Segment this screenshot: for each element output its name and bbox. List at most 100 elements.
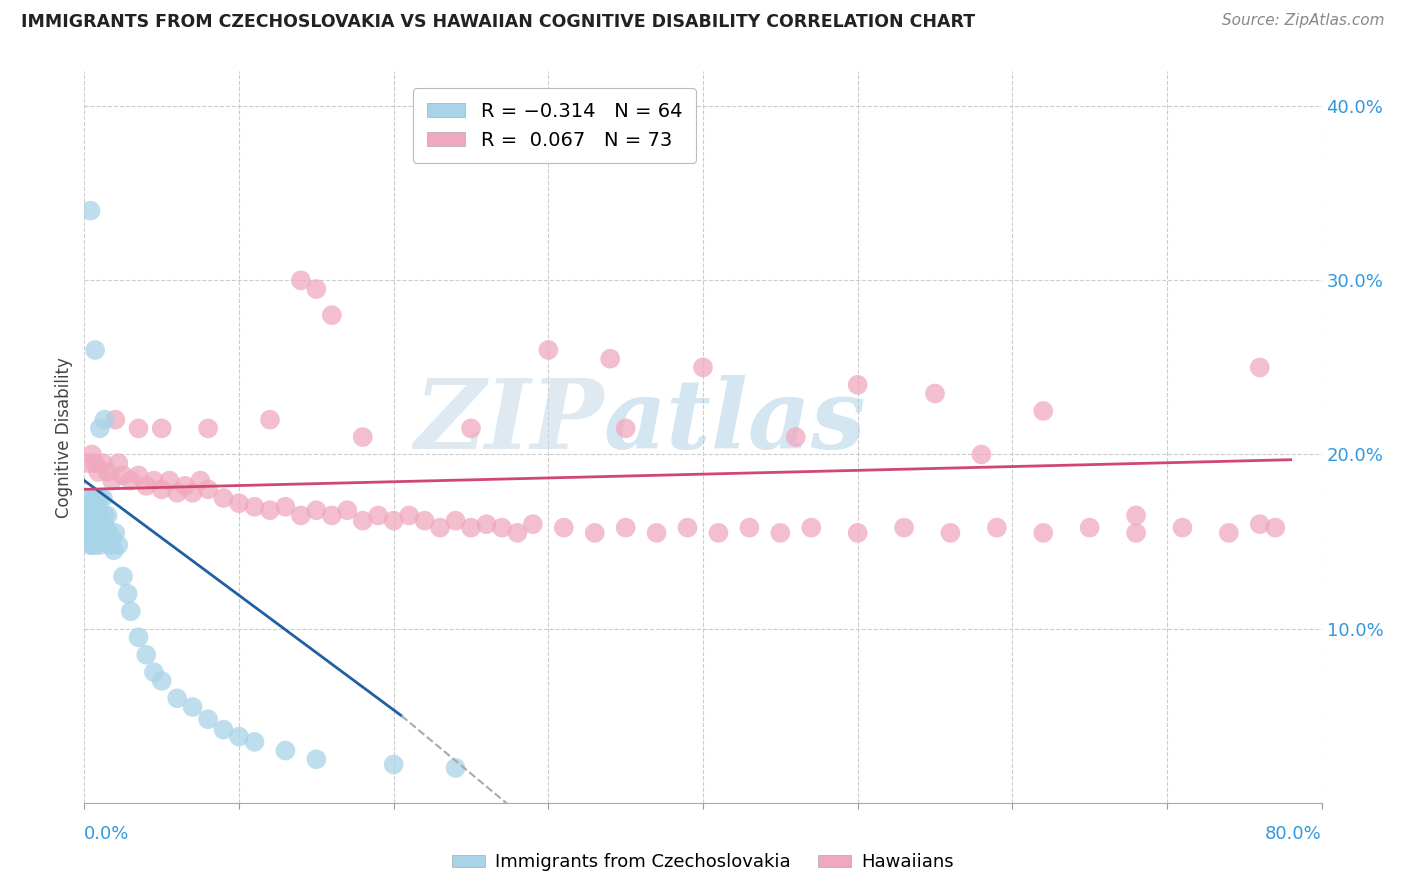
Point xyxy=(444,514,467,528)
Point xyxy=(537,343,560,357)
Point xyxy=(135,648,157,662)
Point xyxy=(846,377,869,392)
Point xyxy=(228,730,250,744)
Point xyxy=(77,508,100,523)
Point xyxy=(76,508,98,523)
Point xyxy=(429,521,451,535)
Point xyxy=(83,496,105,510)
Point xyxy=(243,500,266,514)
Text: 80.0%: 80.0% xyxy=(1265,825,1322,843)
Point xyxy=(101,474,124,488)
Point xyxy=(460,421,482,435)
Point xyxy=(77,456,100,470)
Point xyxy=(107,456,129,470)
Point xyxy=(583,525,606,540)
Point xyxy=(75,500,97,514)
Point xyxy=(89,421,111,435)
Point xyxy=(96,508,118,523)
Point xyxy=(89,517,111,532)
Point xyxy=(1218,525,1240,540)
Point xyxy=(522,517,544,532)
Point xyxy=(79,525,101,540)
Point xyxy=(212,491,235,505)
Point xyxy=(986,521,1008,535)
Point xyxy=(127,468,149,483)
Point xyxy=(91,491,114,505)
Point xyxy=(79,538,101,552)
Point xyxy=(112,468,135,483)
Point xyxy=(305,282,328,296)
Point xyxy=(212,723,235,737)
Point xyxy=(90,525,112,540)
Y-axis label: Cognitive Disability: Cognitive Disability xyxy=(55,357,73,517)
Point xyxy=(86,508,108,523)
Point xyxy=(367,508,389,523)
Point xyxy=(174,479,197,493)
Point xyxy=(93,412,115,426)
Point xyxy=(181,700,204,714)
Point xyxy=(321,308,343,322)
Point xyxy=(76,491,98,505)
Point xyxy=(676,521,699,535)
Point xyxy=(77,525,100,540)
Point xyxy=(83,508,105,523)
Point xyxy=(599,351,621,366)
Point xyxy=(197,483,219,497)
Point xyxy=(84,343,107,357)
Point xyxy=(104,412,127,426)
Point xyxy=(77,534,100,549)
Point xyxy=(94,521,117,535)
Point xyxy=(692,360,714,375)
Point xyxy=(83,521,105,535)
Text: ZIP: ZIP xyxy=(415,376,605,469)
Point xyxy=(127,421,149,435)
Point xyxy=(274,500,297,514)
Point xyxy=(352,430,374,444)
Point xyxy=(84,508,107,523)
Point xyxy=(506,525,529,540)
Text: IMMIGRANTS FROM CZECHOSLOVAKIA VS HAWAIIAN COGNITIVE DISABILITY CORRELATION CHAR: IMMIGRANTS FROM CZECHOSLOVAKIA VS HAWAII… xyxy=(21,13,976,31)
Point xyxy=(1264,521,1286,535)
Point xyxy=(553,521,575,535)
Point xyxy=(243,735,266,749)
Point xyxy=(259,412,281,426)
Point xyxy=(645,525,668,540)
Point xyxy=(1078,521,1101,535)
Point xyxy=(79,203,101,218)
Point xyxy=(893,521,915,535)
Point xyxy=(475,517,498,532)
Point xyxy=(352,514,374,528)
Point xyxy=(135,479,157,493)
Point xyxy=(150,483,173,497)
Point xyxy=(93,534,115,549)
Point xyxy=(290,508,312,523)
Point xyxy=(89,538,111,552)
Text: 0.0%: 0.0% xyxy=(84,825,129,843)
Point xyxy=(614,521,637,535)
Point xyxy=(413,514,436,528)
Point xyxy=(84,538,107,552)
Point xyxy=(197,712,219,726)
Point xyxy=(96,465,118,479)
Point xyxy=(738,521,761,535)
Point xyxy=(166,691,188,706)
Point xyxy=(143,665,166,680)
Point xyxy=(98,525,121,540)
Point xyxy=(107,538,129,552)
Point xyxy=(181,485,204,500)
Point xyxy=(84,500,107,514)
Point xyxy=(112,569,135,583)
Point xyxy=(460,521,482,535)
Point xyxy=(79,500,101,514)
Point xyxy=(127,631,149,645)
Legend: Immigrants from Czechoslovakia, Hawaiians: Immigrants from Czechoslovakia, Hawaiian… xyxy=(444,847,962,879)
Point xyxy=(87,503,110,517)
Point xyxy=(707,525,730,540)
Point xyxy=(82,538,104,552)
Legend: R = −0.314   N = 64, R =  0.067   N = 73: R = −0.314 N = 64, R = 0.067 N = 73 xyxy=(413,88,696,163)
Point xyxy=(228,496,250,510)
Point xyxy=(1125,508,1147,523)
Point xyxy=(101,531,124,545)
Point xyxy=(1125,525,1147,540)
Point xyxy=(970,448,993,462)
